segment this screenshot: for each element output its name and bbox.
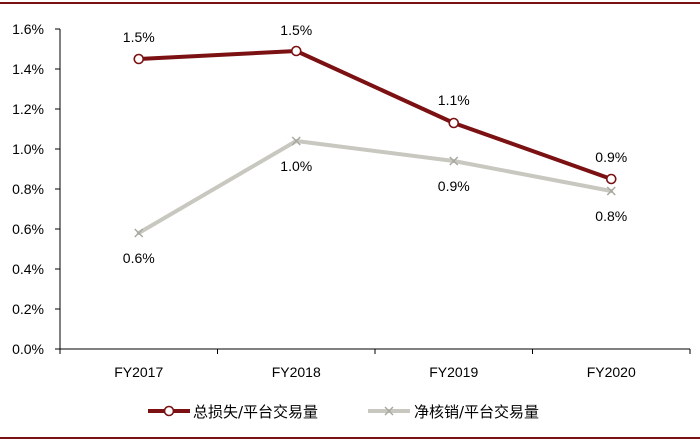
y-tick-label: 1.4% bbox=[12, 61, 44, 77]
legend-swatch-marker-0 bbox=[163, 405, 175, 417]
data-point-circle bbox=[133, 53, 145, 65]
data-label: 1.1% bbox=[438, 92, 470, 108]
data-point-x bbox=[449, 156, 459, 166]
data-point-circle bbox=[290, 45, 302, 57]
data-point-circle bbox=[605, 173, 617, 185]
data-labels-layer: 1.5% 1.5% 1.1% 0.9% 0.6% 1.0% 0.9% 0.8% bbox=[123, 22, 627, 266]
legend-swatch-marker-1 bbox=[384, 406, 394, 416]
legend-label-0: 总损失/平台交易量 bbox=[193, 403, 318, 421]
x-tick-label: FY2017 bbox=[114, 364, 163, 380]
axes: 0.0% 0.2% 0.4% 0.6% 0.8% 1.0% 1.2% 1.4% 1.6% FY20… bbox=[12, 21, 691, 380]
data-point-x-stroke bbox=[449, 156, 459, 166]
y-tick-label: 1.2% bbox=[12, 101, 44, 117]
y-tick-label: 0.6% bbox=[12, 221, 44, 237]
data-point-circle bbox=[448, 117, 460, 129]
data-label: 0.9% bbox=[595, 149, 627, 165]
series-line-1 bbox=[136, 139, 614, 235]
y-tick-label: 0.8% bbox=[12, 181, 44, 197]
series-line-0 bbox=[136, 49, 614, 181]
x-tick-label: FY2019 bbox=[429, 364, 478, 380]
data-point-x bbox=[606, 186, 616, 196]
data-label: 1.0% bbox=[280, 158, 312, 174]
data-label: 0.6% bbox=[123, 250, 155, 266]
y-tick-label: 0.2% bbox=[12, 301, 44, 317]
y-tick-label: 1.6% bbox=[12, 21, 44, 37]
y-tick-label: 0.0% bbox=[12, 341, 44, 357]
data-point-x-stroke bbox=[291, 136, 301, 146]
data-point-x bbox=[291, 136, 301, 146]
y-tick-label: 0.4% bbox=[12, 261, 44, 277]
x-tick-label: FY2020 bbox=[587, 364, 636, 380]
data-label: 0.8% bbox=[595, 208, 627, 224]
series-layer bbox=[133, 45, 617, 238]
data-point-x bbox=[134, 228, 144, 238]
data-label: 1.5% bbox=[123, 29, 155, 45]
data-label: 0.9% bbox=[438, 178, 470, 194]
data-point-x-stroke bbox=[134, 228, 144, 238]
data-label: 1.5% bbox=[280, 22, 312, 38]
legend-label-1: 净核销/平台交易量 bbox=[414, 403, 539, 421]
x-tick-label: FY2018 bbox=[272, 364, 321, 380]
data-point-x-stroke bbox=[606, 186, 616, 196]
legend: 总损失/平台交易量 净核销/平台交易量 bbox=[148, 403, 539, 421]
y-tick-label: 1.0% bbox=[12, 141, 44, 157]
